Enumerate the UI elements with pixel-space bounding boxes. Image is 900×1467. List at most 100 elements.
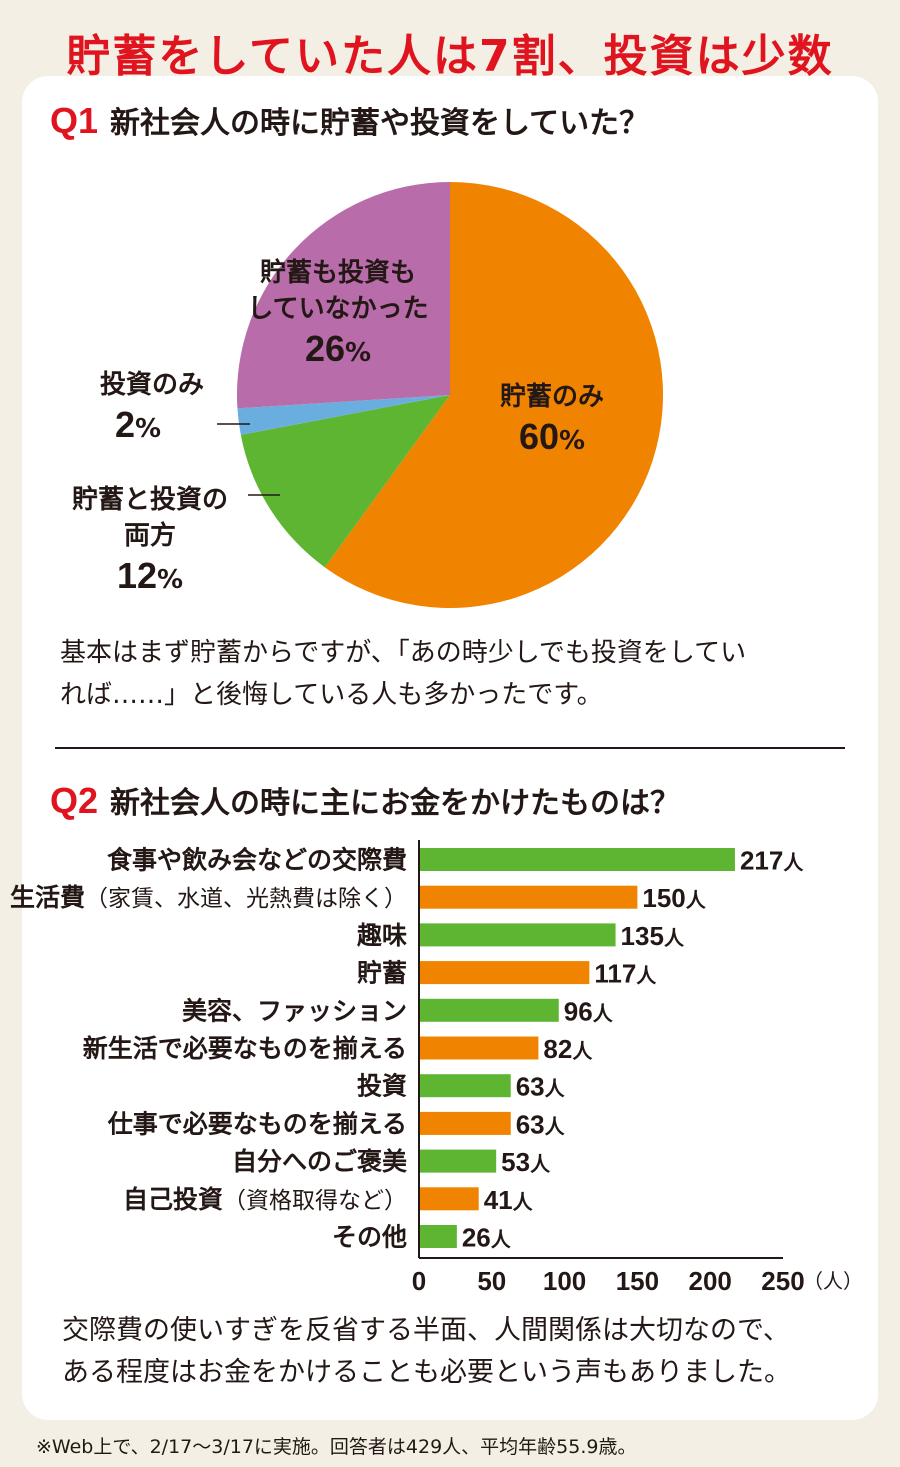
bar-label-main: 趣味 <box>356 921 407 950</box>
bar-value: 135人 <box>621 921 685 951</box>
bar <box>419 1074 511 1098</box>
bar-value-number: 53 <box>501 1147 530 1177</box>
bar-value-number: 135 <box>621 921 664 951</box>
bar-label: 自分へのご褒美 <box>232 1147 407 1176</box>
pie-percent-value: 26 <box>305 328 345 369</box>
bar <box>419 1149 497 1173</box>
pie-percent: 2% <box>115 404 161 445</box>
bar-value: 217人 <box>740 846 804 876</box>
q2-text: 新社会人の時に主にお金をかけたものは？ <box>110 786 681 821</box>
pie-slice <box>240 395 450 568</box>
pie-label: 貯蓄と投資の <box>72 484 228 515</box>
bar-value-unit: 人 <box>513 1190 534 1214</box>
x-tick-label: 50 <box>477 1266 506 1296</box>
bar-label-main: 生活費 <box>10 883 85 912</box>
bar-value-number: 217 <box>740 846 783 876</box>
divider <box>55 747 845 749</box>
bar-value-unit: 人 <box>572 1039 593 1063</box>
bar-value: 63人 <box>516 1072 566 1102</box>
x-axis-unit: （人） <box>803 1269 863 1293</box>
q2-heading: Q2 新社会人の時に主にお金をかけたものは？ <box>50 778 680 822</box>
bar-label: 生活費（家賃、水道、光熱費は除く） <box>10 883 407 912</box>
q1-note: 基本はまず貯蓄からですが、「あの時少しでも投資をしてい れば……」と後悔している… <box>60 632 746 716</box>
bar-value-unit: 人 <box>664 926 685 950</box>
bar-label: 趣味 <box>356 921 407 950</box>
bar-label-main: 自分へのご褒美 <box>232 1147 407 1176</box>
bar-label-main: 美容、ファッション <box>182 996 407 1025</box>
bar-label-main: 貯蓄 <box>357 959 407 988</box>
bar-value: 96人 <box>564 996 614 1026</box>
bar-value-unit: 人 <box>491 1228 512 1252</box>
pie-percent-value: 12 <box>117 555 157 596</box>
bar-value: 26人 <box>462 1223 512 1253</box>
pie-percent: 60% <box>519 416 585 457</box>
bar-value-number: 63 <box>516 1109 545 1139</box>
x-tick-label: 150 <box>616 1266 659 1296</box>
q1-heading: Q1 新社会人の時に貯蓄や投資をしていた？ <box>50 98 649 142</box>
bar-label-main: 自己投資 <box>123 1185 223 1214</box>
bar-label: 仕事で必要なものを揃える <box>107 1109 407 1138</box>
x-tick-label: 0 <box>412 1266 426 1296</box>
bar-label-main: 新生活で必要なものを揃える <box>83 1034 407 1063</box>
bar <box>419 961 590 985</box>
pie-slice <box>324 182 663 608</box>
bar-value-unit: 人 <box>686 888 707 912</box>
q1-text: 新社会人の時に貯蓄や投資をしていた？ <box>110 106 650 141</box>
bar-value-number: 117 <box>594 959 636 989</box>
bar-label-main: その他 <box>332 1223 407 1252</box>
bar <box>419 885 638 909</box>
bar-value-unit: 人 <box>593 1001 614 1025</box>
bar-value-unit: 人 <box>636 964 657 988</box>
pie-percent: 12% <box>117 555 183 596</box>
q1-note-line: れば……」と後悔している人も多かったです。 <box>60 680 603 710</box>
q1-number: Q1 <box>50 100 99 141</box>
bar-value-number: 41 <box>484 1185 513 1215</box>
bar <box>419 1187 479 1211</box>
bar <box>419 923 616 947</box>
q1-note-line: 基本はまず貯蓄からですが、「あの時少しでも投資をしてい <box>60 638 747 668</box>
pie-percent-value: 60 <box>519 416 559 457</box>
pie-percent-unit: % <box>135 414 161 444</box>
bar-label: 新生活で必要なものを揃える <box>83 1034 407 1063</box>
bar-value: 117人 <box>594 959 657 989</box>
page-title: 貯蓄をしていた人は7割、投資は少数 <box>66 31 834 82</box>
bar-label: 食事や飲み会などの交際費 <box>107 846 407 875</box>
bar-label: 投資 <box>357 1072 407 1101</box>
bar-value-number: 96 <box>564 996 593 1026</box>
bar <box>419 848 735 871</box>
x-tick-label: 200 <box>689 1266 732 1296</box>
bar-value-unit: 人 <box>783 851 804 875</box>
bar-value-number: 82 <box>543 1034 572 1064</box>
bar-value-unit: 人 <box>530 1152 551 1176</box>
pie-label: していなかった <box>247 294 428 324</box>
pie-percent-value: 2 <box>115 404 135 445</box>
pie-label: 投資のみ <box>100 370 204 400</box>
bar <box>419 998 559 1022</box>
q2-number: Q2 <box>50 780 99 821</box>
bar-value: 41人 <box>484 1185 534 1215</box>
bar-label: その他 <box>332 1223 407 1252</box>
pie-percent-unit: % <box>157 565 183 595</box>
bar-label: 自己投資（資格取得など） <box>123 1185 407 1214</box>
bar <box>419 1225 457 1248</box>
bar <box>419 1111 511 1135</box>
bar-value: 53人 <box>501 1147 551 1177</box>
pie-percent: 26% <box>305 328 371 369</box>
pie-label: 貯蓄のみ <box>500 381 604 412</box>
bar-value: 63人 <box>516 1109 566 1139</box>
bar-label-main: 仕事で必要なものを揃える <box>107 1109 407 1138</box>
bar-value-unit: 人 <box>545 1114 566 1138</box>
q2-note-line: ある程度はお金をかけることも必要という声もありました。 <box>62 1357 791 1388</box>
bar-label-main: 食事や飲み会などの交際費 <box>107 846 407 875</box>
pie-slice <box>237 395 450 435</box>
q2-note: 交際費の使いすぎを反省する半面、人間関係は大切なので、 ある程度はお金をかけるこ… <box>62 1310 791 1394</box>
bar-value-number: 150 <box>642 883 685 913</box>
bar-label-sub: （家賃、水道、光熱費は除く） <box>85 886 407 912</box>
pie-percent-unit: % <box>559 426 585 456</box>
bar-label-sub: （資格取得など） <box>223 1188 407 1214</box>
bar-value-number: 26 <box>462 1223 491 1253</box>
bar-value: 82人 <box>543 1034 593 1064</box>
q2-note-line: 交際費の使いすぎを反省する半面、人間関係は大切なので、 <box>62 1315 790 1346</box>
footnote: ※Web上で、2/17〜3/17に実施。回答者は429人、平均年齢55.9歳。 <box>36 1436 637 1458</box>
x-tick-label: 250 <box>761 1266 804 1296</box>
